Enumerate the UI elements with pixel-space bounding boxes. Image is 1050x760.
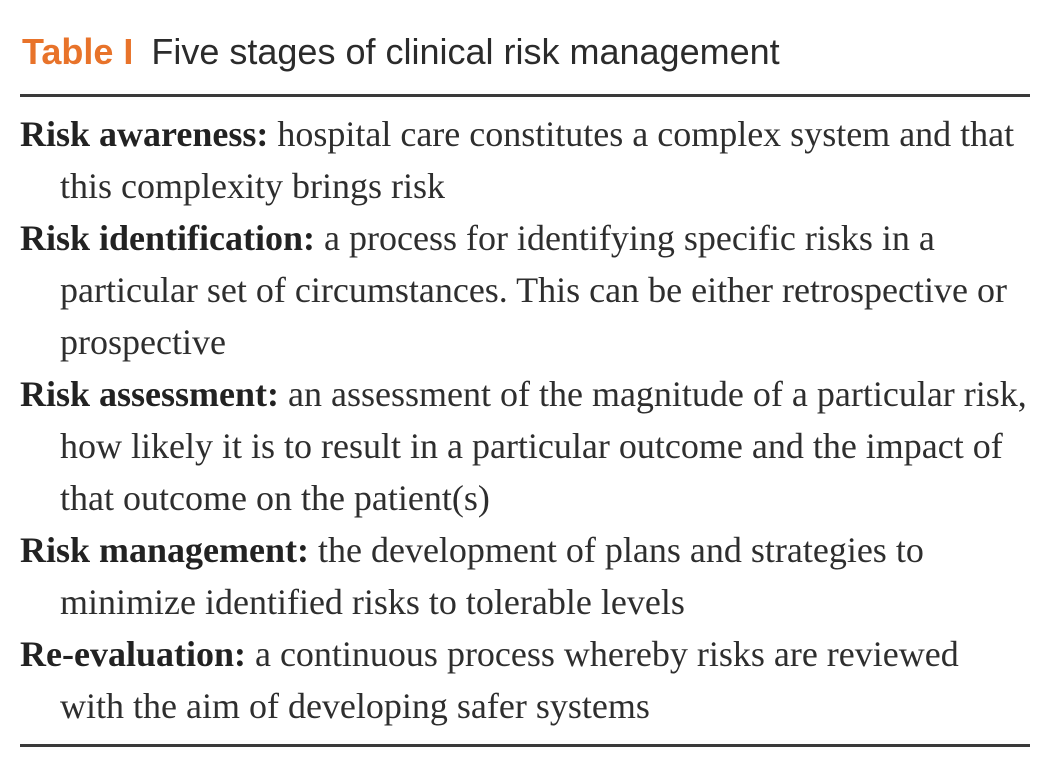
stage-term: Re-evaluation: (20, 634, 246, 674)
stage-entry-risk-management: Risk management: the development of plan… (20, 524, 1030, 628)
stage-description: an assessment of the magnitude of a part… (60, 374, 1027, 518)
stage-term: Risk identification: (20, 218, 316, 258)
stage-list: Risk awareness: hospital care constitute… (20, 108, 1030, 732)
top-rule (20, 94, 1030, 97)
stage-description: a process for identifying specific risks… (60, 218, 1007, 362)
stage-entry-risk-assessment: Risk assessment: an assessment of the ma… (20, 368, 1030, 524)
table-title: Five stages of clinical risk management (151, 31, 780, 72)
table-figure: Table I Five stages of clinical risk mana… (20, 0, 1030, 760)
bottom-rule (20, 744, 1030, 747)
table-caption: Table I Five stages of clinical risk mana… (22, 22, 780, 82)
stage-entry-risk-identification: Risk identification: a process for ident… (20, 212, 1030, 368)
stage-description: the development of plans and strategies … (60, 530, 924, 622)
stage-entry-re-evaluation: Re-evaluation: a continuous process wher… (20, 628, 1030, 732)
stage-term: Risk assessment: (20, 374, 280, 414)
table-label: Table I (22, 31, 134, 72)
stage-description: a continuous process whereby risks are r… (60, 634, 959, 726)
stage-entry-risk-awareness: Risk awareness: hospital care constitute… (20, 108, 1030, 212)
stage-term: Risk management: (20, 530, 309, 570)
stage-term: Risk awareness: (20, 114, 269, 154)
stage-description: hospital care constitutes a complex syst… (60, 114, 1015, 206)
